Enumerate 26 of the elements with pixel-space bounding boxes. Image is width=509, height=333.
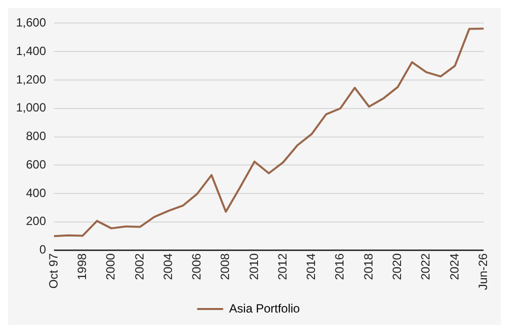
x-tick-label: 2006	[190, 252, 204, 280]
y-tick-label: 1,000	[16, 100, 46, 115]
x-tick-label: 2024	[447, 252, 462, 280]
y-tick-label: 0	[39, 242, 46, 257]
x-tick-label: 2014	[304, 252, 318, 280]
y-tick-label: 200	[26, 214, 46, 228]
x-tick-label: Jun-26	[476, 252, 490, 290]
x-tick-label: 2004	[160, 252, 175, 280]
y-tick-label: 1,400	[16, 44, 46, 58]
x-tick-label: 2016	[332, 252, 347, 280]
x-tick-label: 2018	[361, 252, 376, 280]
x-tick-label: 2000	[104, 252, 118, 280]
x-tick-label: 2022	[418, 252, 433, 280]
x-tick-label: Oct 97	[46, 252, 60, 289]
x-tick-label: 2010	[246, 252, 261, 280]
x-tick-label: 2020	[390, 252, 404, 280]
legend-label: Asia Portfolio	[229, 301, 300, 316]
x-tick-label: 2008	[218, 252, 232, 280]
x-tick-label: 2002	[132, 252, 146, 280]
y-tick-label: 800	[26, 129, 46, 144]
y-tick-label: 1,200	[16, 72, 46, 86]
y-tick-label: 600	[26, 157, 46, 172]
x-tick-label: 1998	[74, 252, 89, 280]
y-tick-label: 1,600	[16, 16, 46, 30]
y-tick-label: 400	[26, 186, 46, 200]
x-tick-label: 2012	[275, 252, 290, 280]
